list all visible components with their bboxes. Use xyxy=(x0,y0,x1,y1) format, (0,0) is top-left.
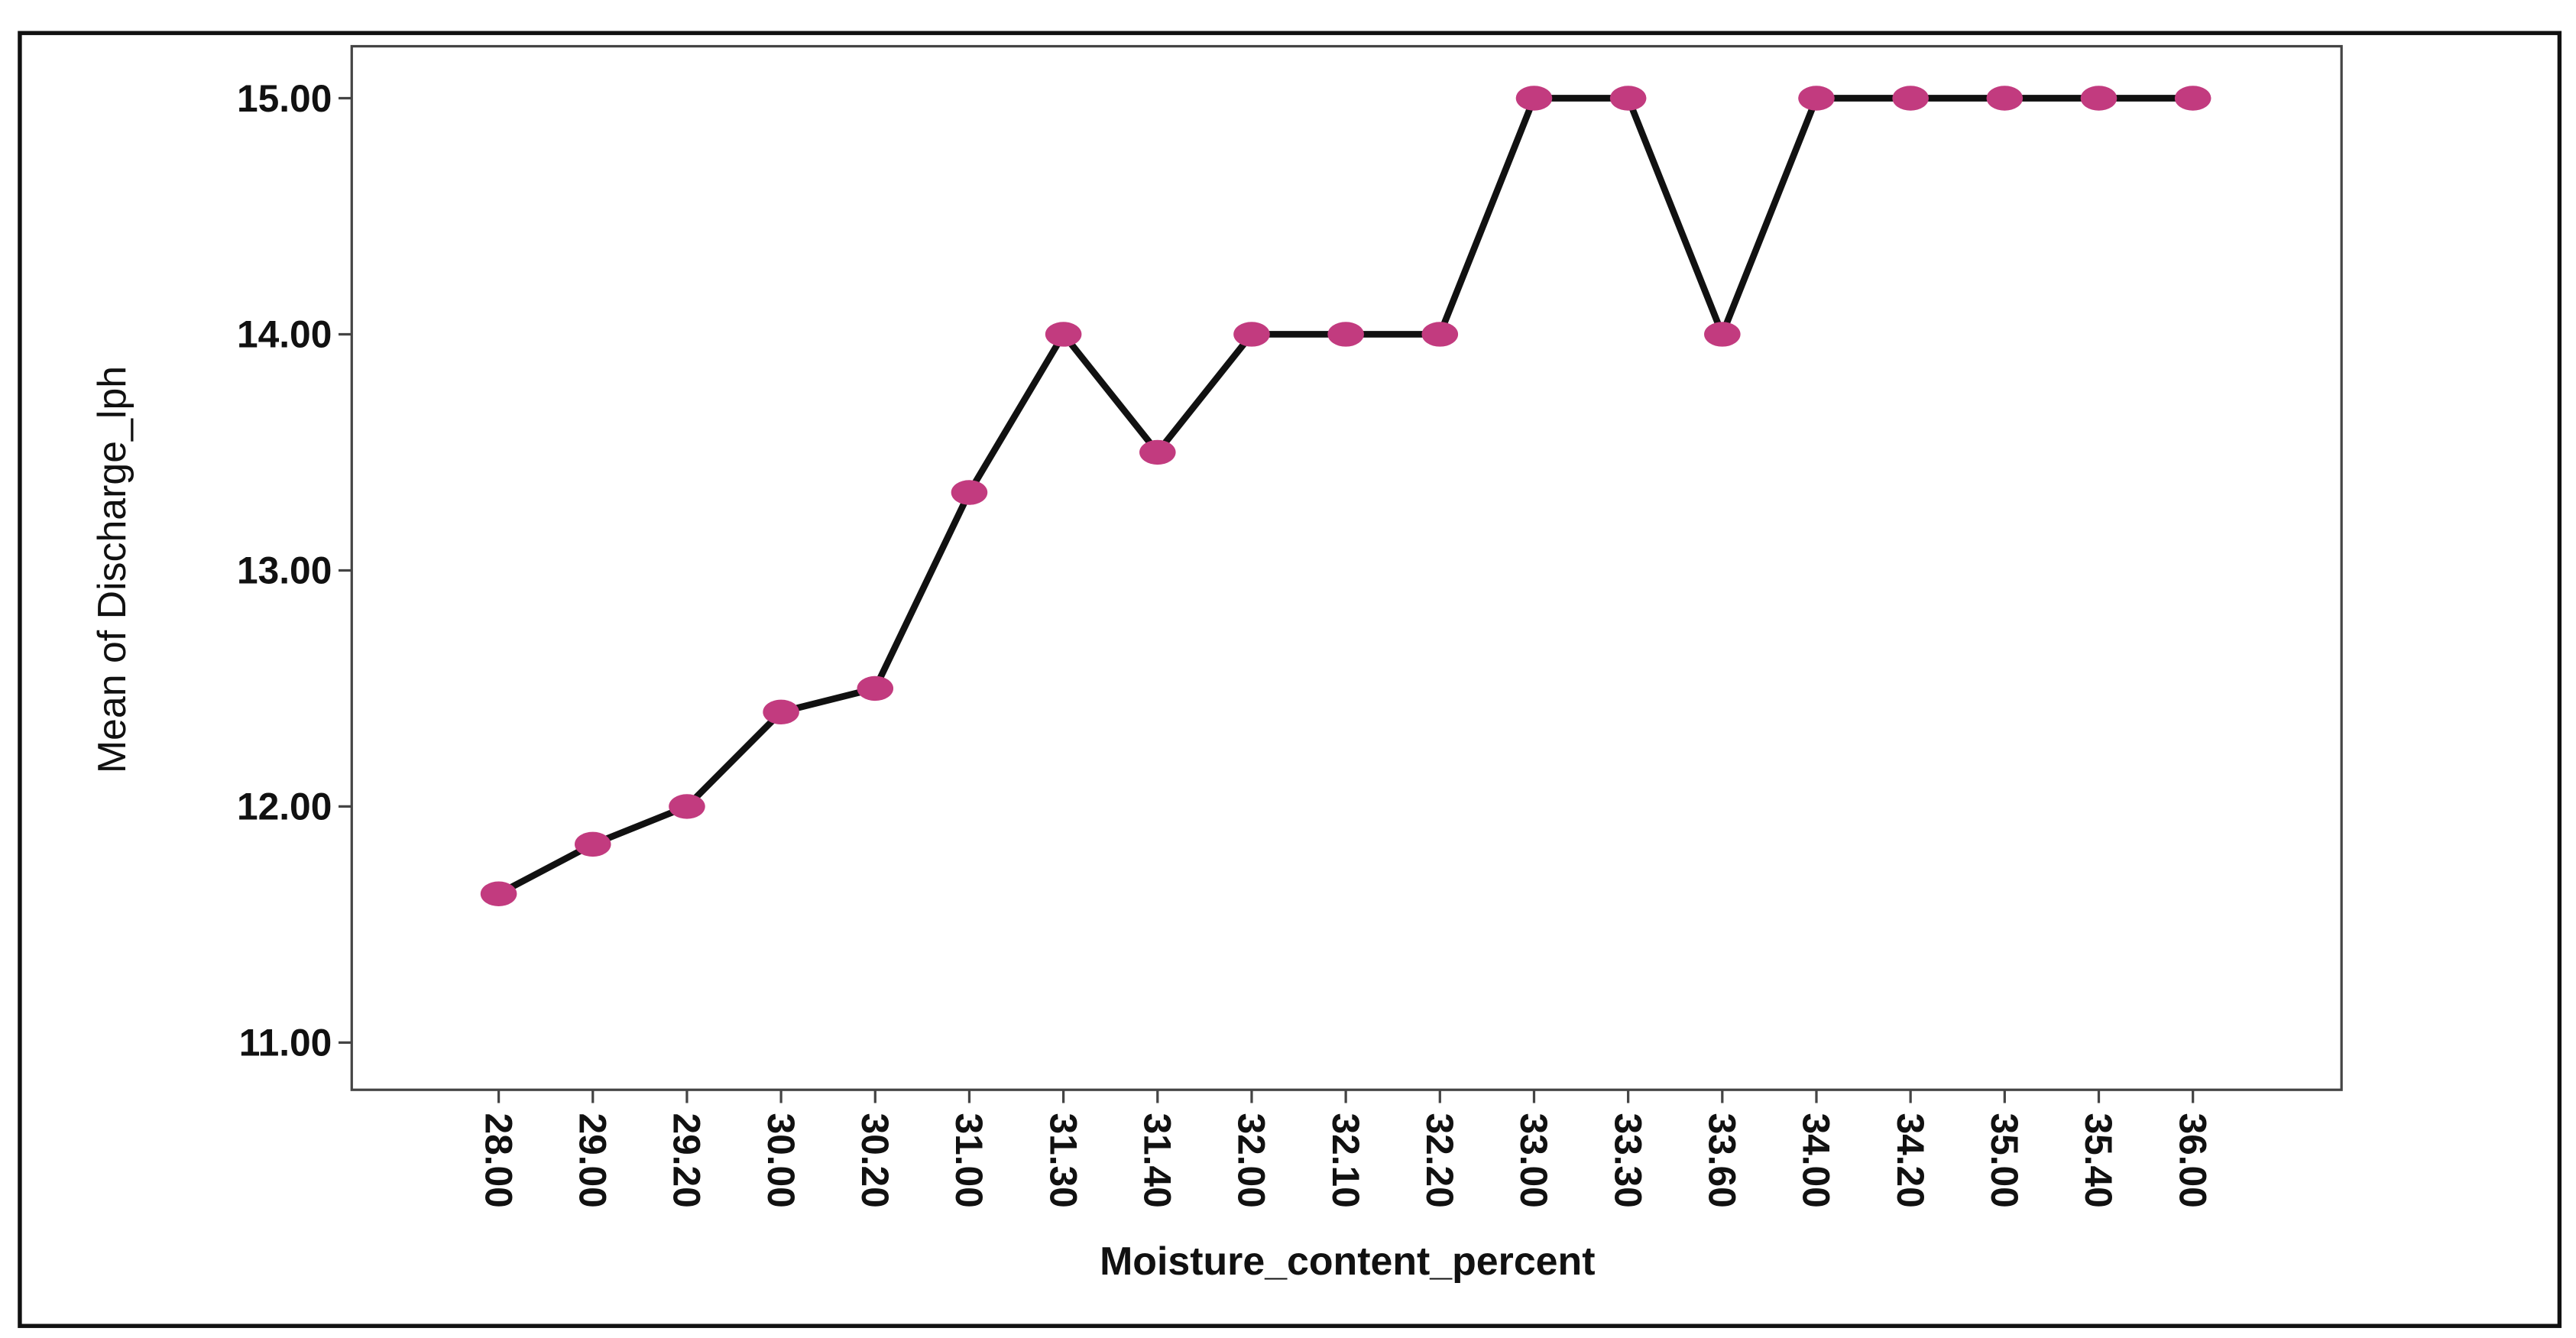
x-tick-label: 28.00 xyxy=(477,1113,520,1207)
data-point xyxy=(1327,322,1364,347)
data-point xyxy=(1515,86,1553,111)
x-tick-label: 34.00 xyxy=(1795,1113,1838,1207)
y-tick-label: 13.00 xyxy=(237,549,332,592)
data-point xyxy=(1704,322,1741,347)
x-tick-label: 31.30 xyxy=(1042,1113,1084,1207)
x-tick-label: 33.60 xyxy=(1701,1113,1744,1207)
data-point xyxy=(1609,86,1647,111)
data-point xyxy=(857,675,894,701)
x-tick-label: 33.30 xyxy=(1606,1113,1649,1207)
x-tick-label: 31.00 xyxy=(948,1113,990,1207)
data-point xyxy=(2174,86,2211,111)
x-tick-label: 29.00 xyxy=(571,1113,614,1207)
x-tick-label: 34.20 xyxy=(1889,1113,1932,1207)
outer-border xyxy=(18,31,2562,1328)
x-tick-label: 31.40 xyxy=(1136,1113,1179,1207)
y-axis-label: Mean of Discharge_lph xyxy=(89,366,134,773)
data-point xyxy=(951,480,988,505)
x-tick-label: 32.20 xyxy=(1418,1113,1461,1207)
data-point xyxy=(1986,86,2024,111)
data-point xyxy=(763,699,799,725)
data-point xyxy=(574,831,611,857)
x-tick-label: 36.00 xyxy=(2171,1113,2214,1207)
data-point xyxy=(480,881,517,906)
x-tick-label: 30.00 xyxy=(760,1113,802,1207)
x-tick-label: 30.20 xyxy=(854,1113,896,1207)
y-tick-label: 14.00 xyxy=(237,313,332,356)
x-tick-label: 35.40 xyxy=(2077,1113,2120,1207)
x-tick-label: 29.20 xyxy=(666,1113,708,1207)
data-point xyxy=(1233,322,1270,347)
data-point xyxy=(1421,322,1459,347)
x-axis-label: Moisture_content_percent xyxy=(1100,1239,1595,1283)
data-point xyxy=(1139,439,1176,465)
data-point xyxy=(1045,322,1082,347)
data-point xyxy=(669,794,705,819)
y-tick-label: 15.00 xyxy=(237,77,332,120)
x-tick-label: 32.10 xyxy=(1324,1113,1367,1207)
x-tick-label: 32.00 xyxy=(1230,1113,1273,1207)
data-point xyxy=(1892,86,1929,111)
data-point xyxy=(2080,86,2118,111)
y-tick-label: 11.00 xyxy=(239,1022,332,1064)
x-tick-label: 35.00 xyxy=(1983,1113,2026,1207)
data-line xyxy=(497,95,2193,897)
plot-area xyxy=(350,44,2343,1091)
y-tick-label: 12.00 xyxy=(237,786,332,828)
x-tick-label: 33.00 xyxy=(1512,1113,1555,1207)
data-point xyxy=(1798,86,1835,111)
